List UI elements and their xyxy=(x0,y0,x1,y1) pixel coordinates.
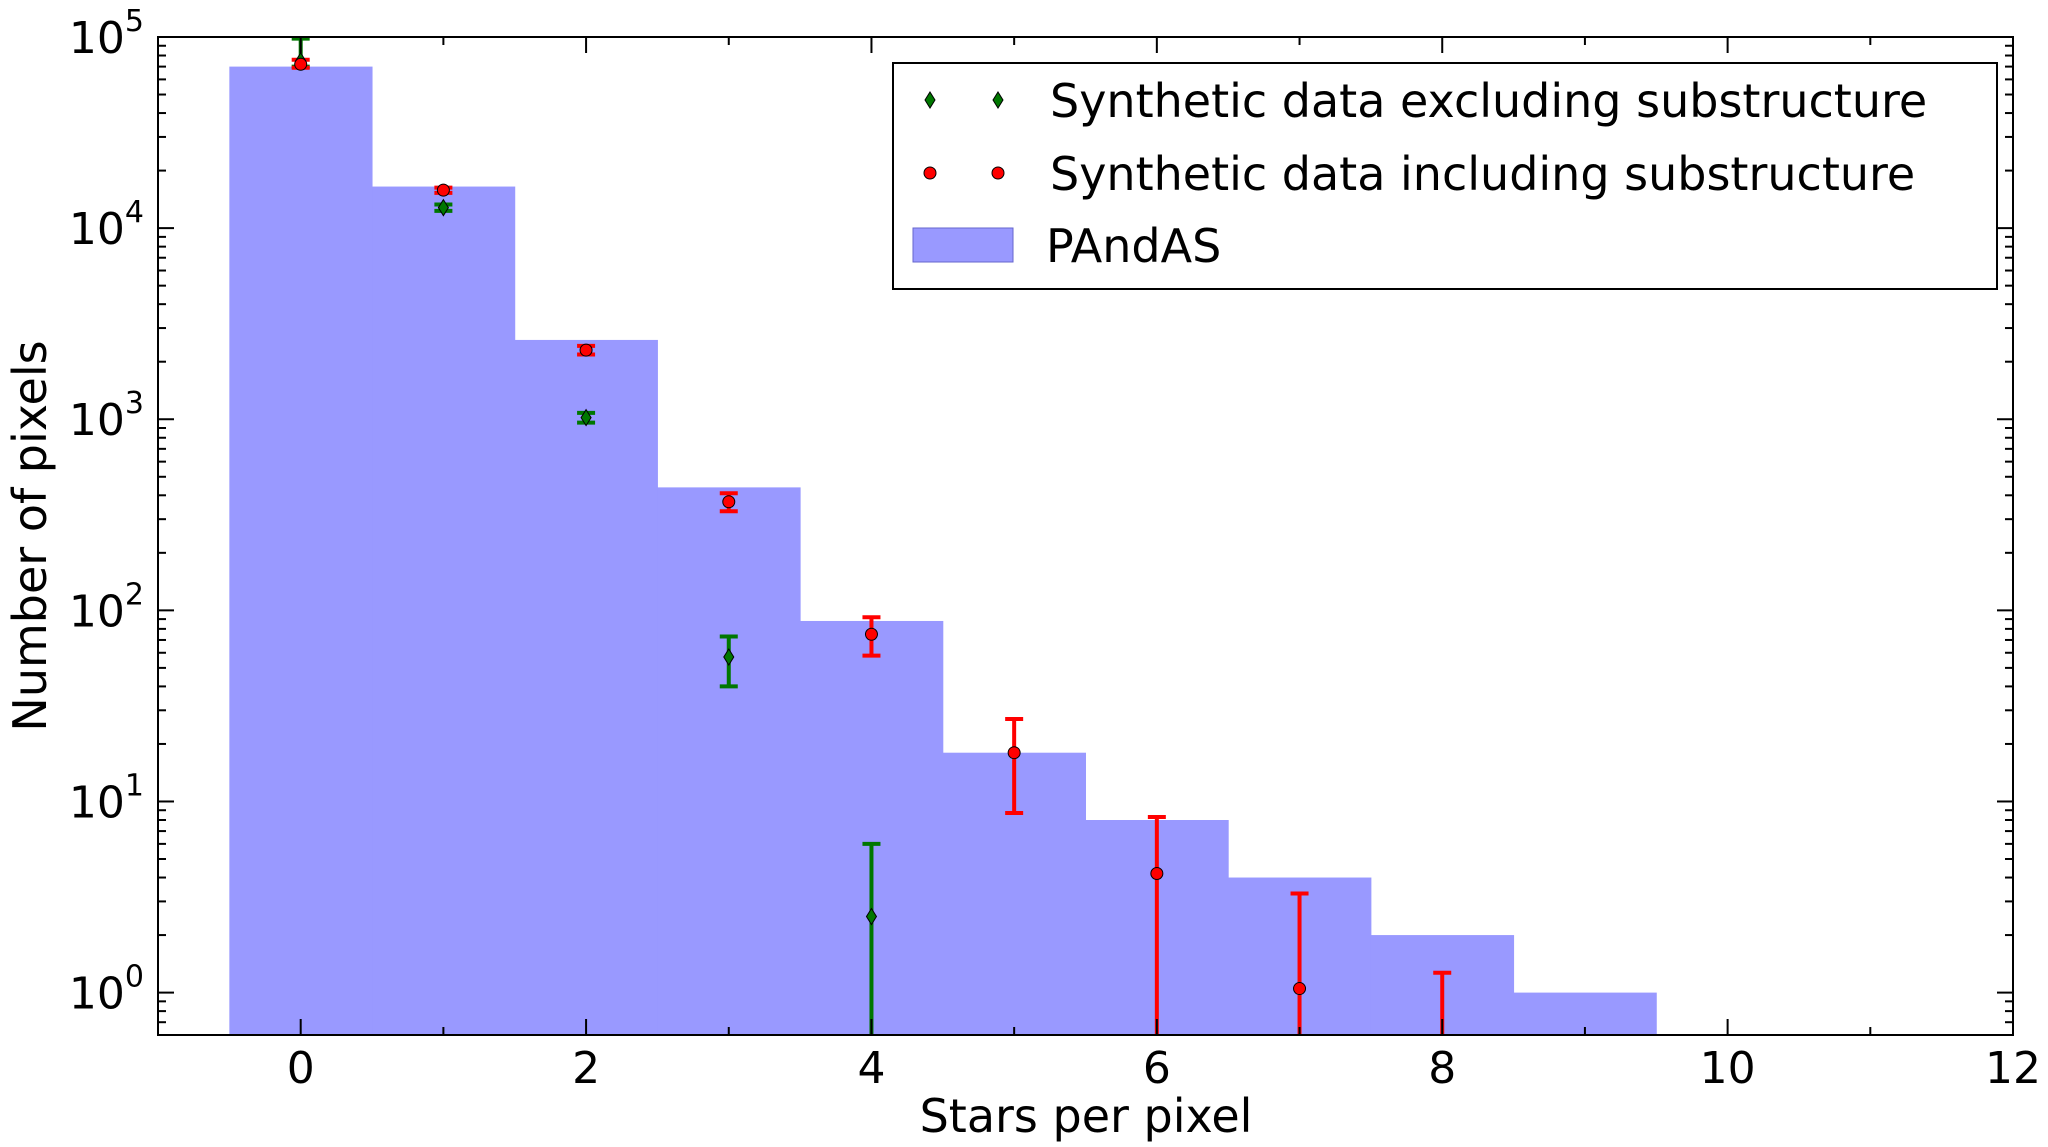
y-tick-exponent: 3 xyxy=(125,386,144,421)
point-excluding-3 xyxy=(723,648,735,666)
axis-ticks xyxy=(157,36,2014,1036)
y-tick-base: 10 xyxy=(69,586,125,637)
point-including-7 xyxy=(1293,982,1307,996)
plot-frame xyxy=(157,36,2014,1036)
y-tick-exponent: 0 xyxy=(125,960,144,995)
y-tick-label: 102 xyxy=(69,577,144,637)
histogram-bar-0 xyxy=(229,66,373,1036)
y-tick-base: 10 xyxy=(69,969,125,1020)
point-including-1 xyxy=(436,183,450,197)
y-tick-label: 105 xyxy=(69,4,144,64)
point-including-3 xyxy=(722,495,736,509)
legend-marker-excluding-1 xyxy=(992,91,1004,109)
y-tick-exponent: 5 xyxy=(125,4,144,39)
y-tick-label: 100 xyxy=(69,960,144,1020)
y-tick-exponent: 1 xyxy=(125,768,144,803)
legend-label-excluding: Synthetic data excluding substructure xyxy=(1050,74,1927,128)
point-including-4 xyxy=(864,627,878,641)
legend-marker-including-0 xyxy=(923,166,937,180)
y-tick-label: 104 xyxy=(69,195,144,255)
y-tick-label: 101 xyxy=(69,768,144,828)
point-including-2 xyxy=(579,343,593,357)
x-tick-label: 8 xyxy=(1428,1043,1456,1094)
x-tick-labels: 0 2 4 6 8 10 12 xyxy=(287,1043,2041,1094)
x-tick-label: 10 xyxy=(1700,1043,1756,1094)
legend-keys xyxy=(912,91,1014,263)
y-tick-base: 10 xyxy=(69,13,125,64)
point-including-0 xyxy=(294,57,308,71)
point-excluding-4 xyxy=(865,907,878,926)
legend-marker-including-1 xyxy=(991,166,1005,180)
legend-patch-pandas xyxy=(912,227,1014,263)
data-markers xyxy=(294,51,1307,996)
y-tick-exponent: 2 xyxy=(125,577,144,612)
x-tick-label: 2 xyxy=(572,1043,600,1094)
point-excluding-2 xyxy=(580,408,592,427)
point-including-6 xyxy=(1150,866,1164,880)
y-axis-title: Number of pixels xyxy=(3,340,57,731)
histogram-bar-2 xyxy=(514,339,658,1035)
x-tick-label: 4 xyxy=(857,1043,885,1094)
x-tick-label: 0 xyxy=(287,1043,315,1094)
histogram-bar-1 xyxy=(372,186,516,1035)
legend-box xyxy=(892,62,1998,290)
x-tick-label: 6 xyxy=(1143,1043,1171,1094)
y-tick-exponent: 4 xyxy=(125,195,144,230)
y-tick-base: 10 xyxy=(69,395,125,446)
histogram-bar-3 xyxy=(657,487,801,1036)
point-excluding-1 xyxy=(437,198,449,217)
legend-label-including: Synthetic data including substructure xyxy=(1050,147,1915,201)
legend: Synthetic data excluding substructure Sy… xyxy=(892,62,1998,290)
x-axis-title: Stars per pixel xyxy=(920,1089,1253,1143)
y-tick-label: 103 xyxy=(69,386,144,446)
x-tick-label: 12 xyxy=(1985,1043,2041,1094)
legend-marker-excluding-0 xyxy=(924,91,936,109)
point-including-5 xyxy=(1007,746,1021,760)
legend-label-pandas: PAndAS xyxy=(1046,219,1221,273)
y-tick-base: 10 xyxy=(69,777,125,828)
y-tick-base: 10 xyxy=(69,204,125,255)
